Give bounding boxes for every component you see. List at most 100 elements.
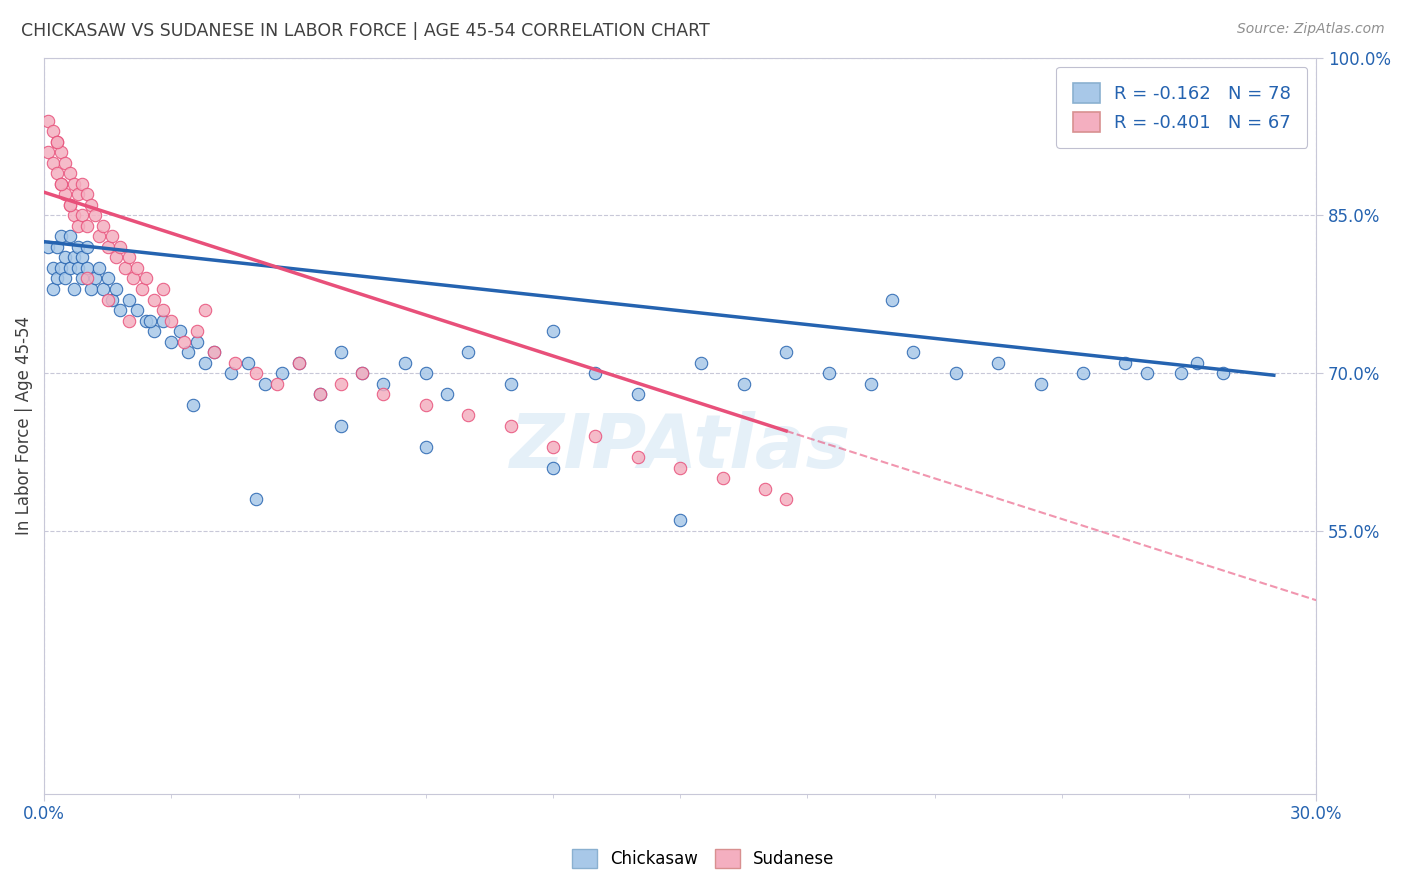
Point	[72, 251, 94, 265]
Point	[97, 293, 120, 307]
Point	[173, 334, 195, 349]
Point	[817, 366, 839, 380]
Point	[754, 482, 776, 496]
Point	[118, 251, 141, 265]
Point	[236, 355, 259, 369]
Y-axis label: In Labor Force | Age 45-54: In Labor Force | Age 45-54	[15, 316, 32, 535]
Point	[76, 219, 98, 233]
Point	[97, 240, 120, 254]
Point	[152, 313, 174, 327]
Point	[669, 513, 692, 527]
Point	[72, 208, 94, 222]
Point	[859, 376, 882, 391]
Point	[457, 408, 479, 422]
Point	[97, 271, 120, 285]
Point	[169, 324, 191, 338]
Point	[67, 240, 90, 254]
Point	[287, 355, 309, 369]
Point	[49, 145, 72, 160]
Point	[152, 282, 174, 296]
Point	[186, 324, 208, 338]
Point	[93, 219, 115, 233]
Point	[194, 355, 217, 369]
Point	[1071, 366, 1094, 380]
Point	[1135, 366, 1157, 380]
Point	[987, 355, 1010, 369]
Point	[135, 271, 157, 285]
Point	[105, 251, 128, 265]
Point	[53, 251, 76, 265]
Point	[202, 345, 225, 359]
Point	[308, 387, 330, 401]
Point	[352, 366, 374, 380]
Point	[733, 376, 755, 391]
Legend: R = -0.162   N = 78, R = -0.401   N = 67: R = -0.162 N = 78, R = -0.401 N = 67	[1056, 67, 1308, 148]
Point	[1212, 366, 1234, 380]
Point	[37, 113, 59, 128]
Point	[415, 398, 437, 412]
Point	[160, 313, 183, 327]
Point	[394, 355, 416, 369]
Point	[1029, 376, 1052, 391]
Point	[415, 440, 437, 454]
Point	[49, 229, 72, 244]
Point	[76, 240, 98, 254]
Point	[76, 187, 98, 202]
Point	[93, 282, 115, 296]
Point	[45, 166, 67, 180]
Text: ZIPAtlas: ZIPAtlas	[509, 411, 851, 484]
Point	[627, 450, 650, 465]
Point	[76, 260, 98, 275]
Point	[58, 198, 80, 212]
Point	[882, 293, 904, 307]
Point	[1187, 355, 1209, 369]
Point	[436, 387, 458, 401]
Legend: Chickasaw, Sudanese: Chickasaw, Sudanese	[565, 843, 841, 875]
Point	[541, 460, 564, 475]
Point	[72, 271, 94, 285]
Text: Source: ZipAtlas.com: Source: ZipAtlas.com	[1237, 22, 1385, 37]
Point	[194, 303, 217, 318]
Point	[105, 282, 128, 296]
Point	[1114, 355, 1136, 369]
Point	[131, 282, 153, 296]
Point	[135, 313, 157, 327]
Point	[583, 366, 606, 380]
Point	[308, 387, 330, 401]
Point	[253, 376, 276, 391]
Point	[49, 177, 72, 191]
Point	[53, 187, 76, 202]
Point	[143, 293, 166, 307]
Point	[139, 313, 162, 327]
Point	[62, 208, 84, 222]
Point	[287, 355, 309, 369]
Point	[84, 271, 107, 285]
Point	[583, 429, 606, 443]
Point	[67, 260, 90, 275]
Point	[219, 366, 242, 380]
Point	[45, 135, 67, 149]
Point	[127, 303, 149, 318]
Point	[118, 293, 141, 307]
Point	[711, 471, 734, 485]
Point	[266, 376, 288, 391]
Point	[499, 376, 522, 391]
Point	[41, 260, 63, 275]
Point	[67, 219, 90, 233]
Point	[58, 260, 80, 275]
Point	[690, 355, 713, 369]
Point	[415, 366, 437, 380]
Point	[67, 187, 90, 202]
Point	[270, 366, 292, 380]
Point	[41, 156, 63, 170]
Point	[541, 440, 564, 454]
Point	[101, 229, 124, 244]
Point	[329, 345, 352, 359]
Point	[58, 166, 80, 180]
Point	[373, 376, 395, 391]
Point	[62, 282, 84, 296]
Point	[903, 345, 925, 359]
Point	[89, 260, 111, 275]
Point	[58, 198, 80, 212]
Point	[84, 208, 107, 222]
